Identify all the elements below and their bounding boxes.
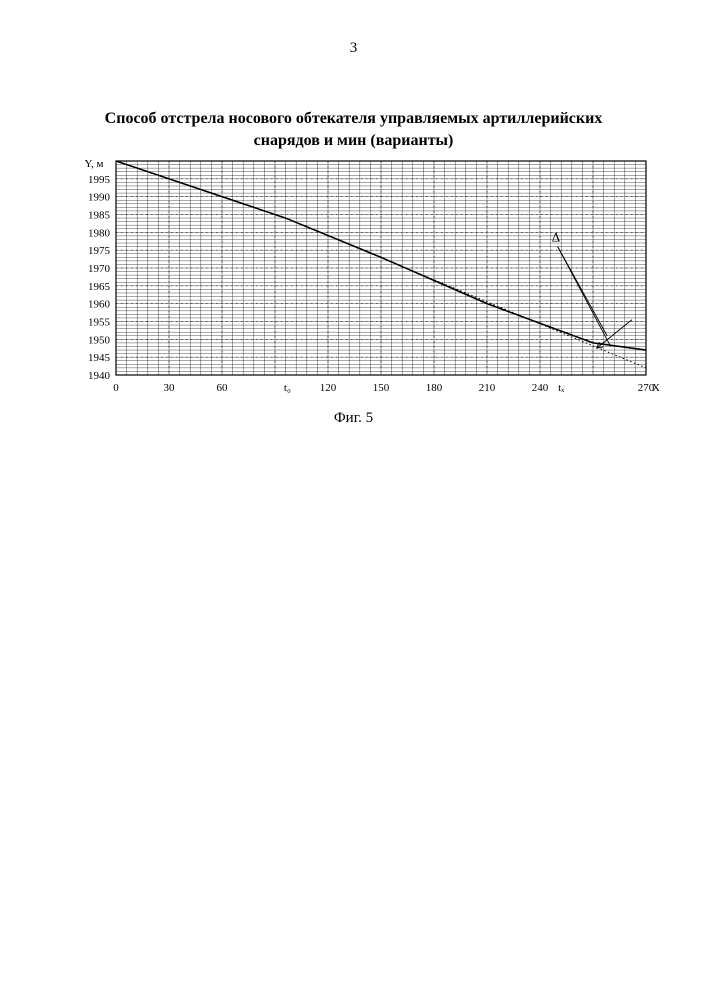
figure-caption: Фиг. 5	[0, 410, 707, 427]
y-tick-label: 1985	[88, 210, 111, 222]
page-number: 3	[0, 40, 707, 57]
y-tick-label: 1945	[88, 352, 111, 364]
x-tick-label: 0	[113, 382, 119, 394]
x-tick-label: 150	[373, 382, 390, 394]
x-tick-label: 60	[217, 382, 229, 394]
y-tick-label: 1940	[88, 370, 111, 382]
y-axis-label: Y, м	[85, 158, 104, 170]
x-tick-label: 240	[532, 382, 549, 394]
document-title: Способ отстрела носового обтекателя упра…	[0, 108, 707, 151]
delta-label: Δ	[552, 229, 560, 244]
x-tick-label: 30	[164, 382, 176, 394]
trajectory-chart: Δ 1940 1945 1950 1955 1960 1965 1970 1975 1980 198…	[70, 155, 660, 403]
y-tick-label: 1975	[88, 245, 111, 257]
y-tick-label: 1960	[88, 299, 111, 311]
x-extra-label: t₀	[284, 382, 291, 394]
y-tick-label: 1950	[88, 334, 111, 346]
title-line-1: Способ отстрела носового обтекателя упра…	[105, 110, 603, 127]
x-tick-label: 120	[320, 382, 337, 394]
y-tick-label: 1990	[88, 192, 111, 204]
y-tick-label: 1970	[88, 263, 111, 275]
x-extra-label: tₓ	[558, 382, 565, 394]
y-tick-label: 1995	[88, 174, 111, 186]
chart-svg: Δ 1940 1945 1950 1955 1960 1965 1970 1975 1980 198…	[70, 155, 660, 403]
x-tick-label: 210	[479, 382, 496, 394]
x-tick-label: 180	[426, 382, 443, 394]
x-axis-label: X, м	[652, 382, 660, 394]
y-tick-label: 1965	[88, 281, 111, 293]
y-tick-label: 1955	[88, 317, 111, 329]
title-line-2: снарядов и мин (варианты)	[254, 132, 454, 149]
y-tick-label: 1980	[88, 227, 111, 239]
